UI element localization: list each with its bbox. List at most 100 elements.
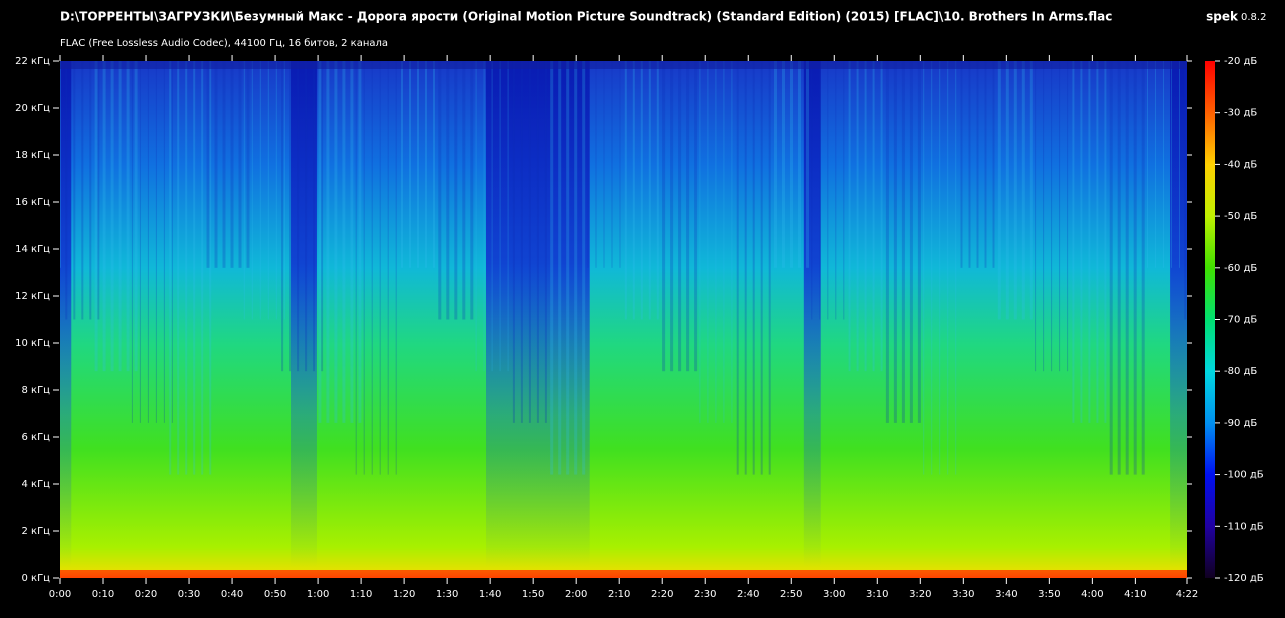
frequency-label: 14 кГц [15,244,50,255]
frequency-label: 16 кГц [15,197,50,208]
stripe [1059,61,1061,372]
bass-band [60,570,1187,578]
stripe [1051,61,1053,372]
stripe [171,61,173,423]
time-label: 0:20 [135,589,157,600]
stripe [81,61,84,320]
stripe [1080,61,1083,423]
quiet-band [1170,61,1187,568]
stripe [984,61,987,268]
stripe [536,61,539,423]
time-label: 0:10 [92,589,114,600]
stripe [848,61,851,372]
stripe [246,61,250,268]
stripe [1043,61,1045,372]
stripe [350,61,354,423]
stripe [89,61,92,320]
stripe [491,61,493,372]
stripe [371,61,373,475]
frequency-label: 0 кГц [22,573,51,584]
stripe [470,61,474,320]
time-label: 2:50 [780,589,802,600]
time-label: 2:40 [737,589,759,600]
stripe [811,61,813,320]
time-label: 3:40 [995,589,1017,600]
stripe [632,61,635,320]
level-colorbar [1205,61,1215,578]
stripe [707,61,709,423]
stripe [139,61,141,423]
frequency-label: 12 кГц [15,291,50,302]
stripe [259,61,261,320]
stripe [147,61,149,423]
stripe [118,61,122,372]
stripe [206,61,210,268]
stripe [243,61,245,320]
spectrogram-detail [60,61,1187,578]
stripe [446,61,450,320]
stripe [992,61,995,268]
time-label: 3:50 [1038,589,1060,600]
stripe [1088,61,1091,423]
stripe [574,61,578,475]
stripe [528,61,531,423]
stripe [238,61,242,268]
stripe [901,61,905,423]
stripe [835,61,837,320]
time-label: 4:22 [1176,589,1198,600]
stripe [955,61,957,475]
time-label: 0:00 [49,589,71,600]
stripe [110,61,114,372]
app-version: 0.8.2 [1241,12,1266,23]
stripe [222,61,226,268]
stripe [1067,61,1069,372]
stripe [454,61,458,320]
time-label: 1:30 [436,589,458,600]
frequency-label: 10 кГц [15,338,50,349]
stripe [1109,61,1113,475]
level-label: -20 дБ [1224,56,1257,67]
stripe [1163,61,1164,268]
stripe [1184,61,1187,320]
stripe [313,61,316,372]
stripe [297,61,300,372]
stripe [102,61,106,372]
level-label: -50 дБ [1224,211,1257,222]
time-label: 1:20 [393,589,415,600]
stripe [169,61,172,475]
frequency-label: 22 кГц [15,56,50,67]
stripe [611,61,613,268]
stripe [507,61,509,372]
level-label: -40 дБ [1224,159,1257,170]
spectrogram [60,61,1187,578]
stripe [744,61,747,475]
time-label: 3:20 [909,589,931,600]
stripe [358,61,362,423]
time-label: 0:30 [178,589,200,600]
stripe [283,61,285,320]
frequency-label: 6 кГц [22,432,51,443]
time-label: 2:10 [608,589,630,600]
app-name: spek [1206,10,1239,24]
stripe [163,61,165,423]
stripe [134,61,138,372]
stripe [893,61,897,423]
quiet-band [486,61,590,568]
time-label: 1:00 [307,589,329,600]
time-label: 1:50 [522,589,544,600]
stripe [409,61,411,268]
level-label: -30 дБ [1224,108,1257,119]
stripe [251,61,253,320]
stripe [1021,61,1025,320]
stripe [214,61,218,268]
stripe [499,61,501,372]
stripe [1171,61,1172,268]
stripe [1155,61,1156,268]
time-label: 1:40 [479,589,501,600]
time-label: 2:30 [694,589,716,600]
stripe [275,61,277,320]
stripe [512,61,515,423]
stripe [355,61,357,475]
file-info: FLAC (Free Lossless Audio Codec), 44100 … [60,38,388,49]
